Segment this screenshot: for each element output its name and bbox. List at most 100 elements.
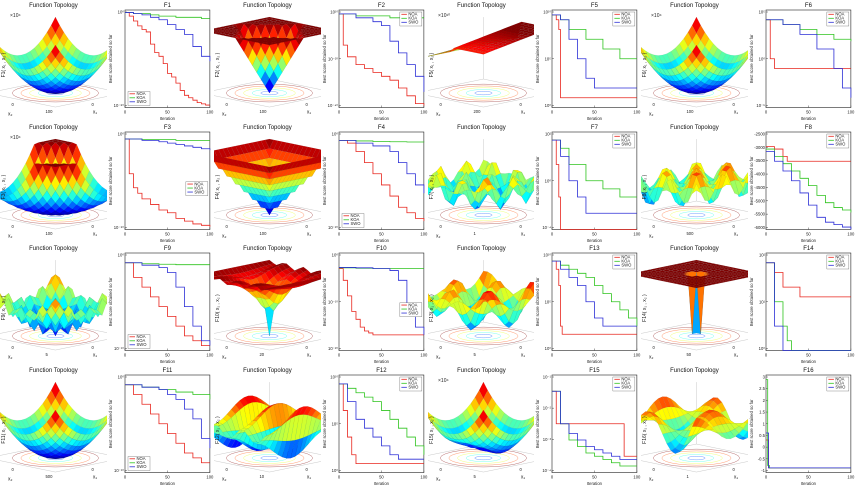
y-tick-label: 10⁰	[331, 253, 338, 258]
x2-tick-label: 0	[11, 102, 14, 107]
x2-tick-label: 0	[439, 345, 442, 350]
chart-title: Function Topology	[670, 368, 719, 374]
x2-axis-label: x₂	[8, 233, 13, 239]
y-tick-label: 10⁻¹⁰	[114, 346, 124, 351]
chart-title: Function Topology	[457, 125, 506, 131]
z-axis-label: F8( x₁ , x₂ )	[642, 174, 648, 199]
x1-axis-label: x₁	[520, 474, 525, 480]
x2-axis-label: x₂	[649, 476, 654, 482]
chart-title: F5	[591, 3, 599, 9]
x-tick-label: 50	[806, 474, 811, 479]
y-axis-label: Best score obtained so far	[535, 277, 540, 326]
x1-tick-label: 0	[733, 102, 736, 107]
x-tick-label: 100	[420, 231, 428, 236]
y-tick-label: 10⁻¹⁰	[328, 299, 338, 304]
y-tick-label: 10²	[759, 253, 766, 258]
y-axis-label: Best score obtained so far	[535, 155, 540, 204]
y-axis-label: Best score obtained so far	[108, 155, 113, 204]
legend-entry: SWO	[350, 221, 361, 226]
y-tick-label: 10⁻⁵⁰	[114, 225, 125, 230]
z-axis-label: F5( x₁ , x₂ )	[429, 52, 435, 77]
y-axis-label: Best score obtained so far	[322, 398, 327, 447]
x-tick-label: 50	[379, 231, 384, 236]
x1-tick-label: 0	[305, 102, 308, 107]
surface-mesh	[214, 17, 321, 93]
x2-tick-label: 0	[11, 345, 14, 350]
chart-title: F3	[164, 125, 172, 131]
chart-title: F10	[376, 246, 387, 252]
x1-tick-label: 0	[519, 345, 522, 350]
x1-tick-label: 0	[733, 467, 736, 472]
x2-axis-label: x₂	[649, 233, 654, 239]
y-tick-label: 2	[763, 397, 766, 402]
x-tick-label: 0	[124, 474, 127, 479]
x1-tick-label: 0	[305, 345, 308, 350]
legend-entry: SWO	[194, 189, 205, 194]
y-tick-label: 3	[763, 374, 766, 379]
z-axis-label: F3( x₁ , x₂ )	[1, 174, 7, 199]
z-exponent: ×10⁴	[10, 135, 21, 141]
chart-title: F4	[378, 125, 386, 131]
x2-tick-label: 200	[473, 109, 481, 114]
y-tick-label: 10⁻⁴	[543, 225, 552, 230]
chart-title: F12	[376, 368, 387, 374]
chart-title: Function Topology	[457, 3, 506, 9]
x-tick-label: 0	[124, 353, 127, 358]
x-tick-label: 100	[206, 353, 214, 358]
x2-tick-label: 5	[473, 352, 476, 357]
y-tick-label: 0.5	[759, 432, 765, 437]
x1-axis-label: x₁	[93, 474, 98, 480]
x1-tick-label: 0	[519, 224, 522, 229]
y-tick-label: 2.5	[759, 386, 765, 391]
x-axis-label: Iteration	[160, 238, 176, 243]
y-tick-label: 10⁵	[545, 56, 552, 61]
x-tick-label: 100	[420, 110, 428, 115]
y-tick-label: 10⁰	[118, 10, 125, 15]
x-axis-label: Iteration	[587, 116, 603, 121]
legend-entry: SWO	[622, 20, 633, 25]
y-tick-label: -1	[761, 468, 765, 473]
x2-axis-label: x₂	[8, 112, 13, 118]
legend-entry: SWO	[836, 263, 847, 268]
x1-axis-label: x₁	[734, 353, 739, 359]
x-axis-label: Iteration	[160, 116, 176, 121]
chart-title: F9	[164, 246, 172, 252]
y-axis-label: Best score obtained so far	[108, 277, 113, 326]
y-tick-label: 10⁻²	[543, 405, 552, 410]
chart-title: Function Topology	[29, 125, 78, 131]
x-tick-label: 50	[592, 353, 597, 358]
x-axis-label: Iteration	[373, 481, 389, 486]
legend-entry: SWO	[622, 141, 633, 146]
x1-tick-label: 0	[519, 102, 522, 107]
y-tick-label: 10¹⁰	[544, 253, 552, 258]
y-tick-label: 1	[763, 421, 766, 426]
y-tick-label: 10⁻⁸⁰	[114, 103, 125, 108]
x1-axis-label: x₁	[93, 231, 98, 237]
y-tick-label: 1.5	[759, 409, 765, 414]
x-axis-label: Iteration	[801, 116, 817, 121]
z-exponent: ×10¹⁰	[438, 13, 450, 19]
y-tick-label: 10⁰	[331, 131, 338, 136]
x-axis-label: Iteration	[801, 359, 817, 364]
x-axis-label: Iteration	[801, 238, 817, 243]
